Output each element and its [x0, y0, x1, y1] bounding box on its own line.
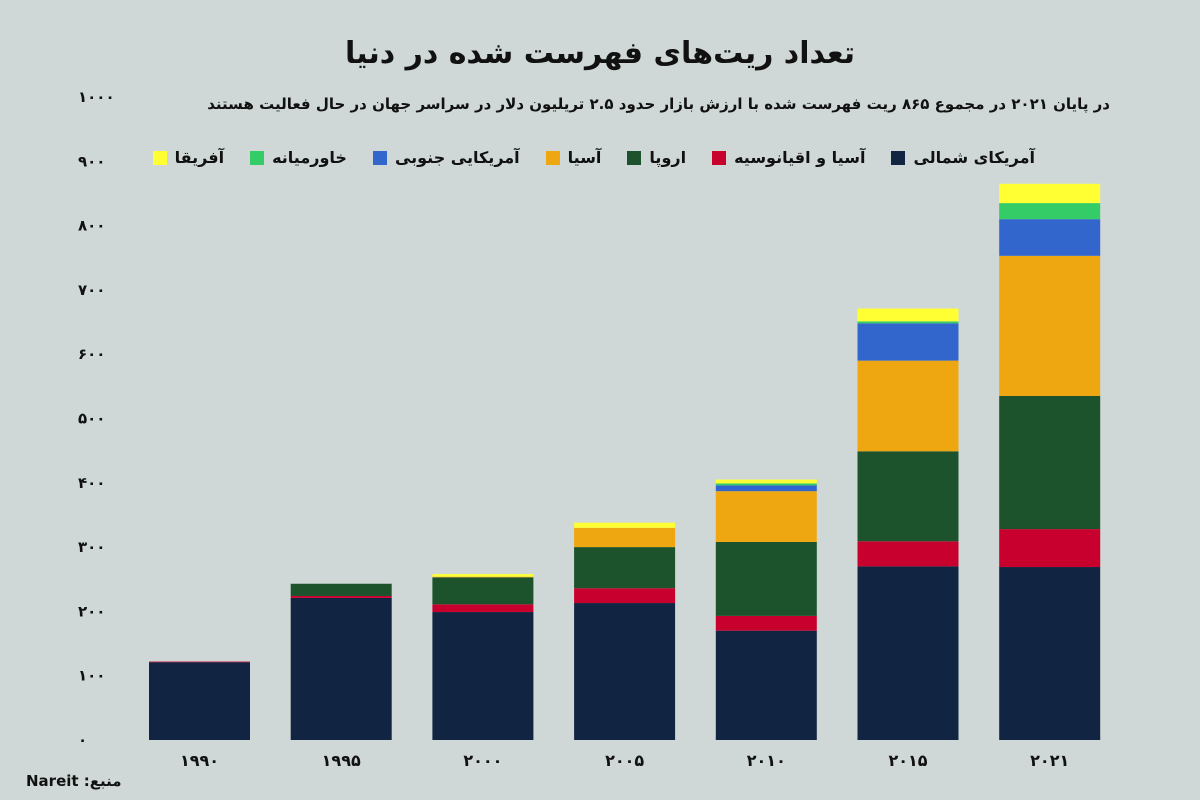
bar-segment: [290, 595, 392, 598]
legend-swatch: [891, 150, 906, 165]
bar-segment: [999, 183, 1101, 204]
source-note: منبع: Nareit: [26, 772, 122, 790]
legend-label: اروپا: [649, 148, 687, 167]
legend-label: خاورمیانه: [272, 148, 347, 167]
legend-label: آمریکای شمالی: [913, 148, 1035, 167]
legend-swatch: [250, 150, 265, 165]
legend-item: اروپا: [627, 148, 686, 167]
bar-segment: [857, 451, 959, 542]
bar-segment: [715, 485, 817, 492]
legend-swatch: [152, 150, 167, 165]
legend-swatch: [627, 150, 642, 165]
legend-item: خاورمیانه: [250, 148, 347, 167]
bar-segment: [857, 360, 959, 452]
legend-item: آسیا: [545, 148, 602, 167]
bar-segment: [574, 588, 676, 604]
x-tick-label: ۲۰۰۵: [605, 751, 644, 770]
bar-segment: [715, 483, 817, 486]
bar-segment: [290, 597, 392, 740]
y-tick-label: ۶۰۰: [78, 345, 105, 363]
legend-swatch: [712, 150, 727, 165]
y-tick-label: ۸۰۰: [78, 217, 105, 235]
bar-segment: [857, 566, 959, 740]
bar-segment: [999, 567, 1101, 740]
legend-swatch: [545, 150, 560, 165]
y-tick-label: ۹۰۰: [78, 152, 105, 170]
bar-segment: [574, 522, 676, 528]
y-tick-label: ۲۰۰: [78, 602, 105, 620]
y-tick-label: ۳۰۰: [78, 538, 105, 556]
bar-segment: [999, 529, 1101, 568]
bar-segment: [149, 662, 250, 740]
bar-segment: [432, 577, 534, 605]
bar-segment: [715, 615, 817, 631]
bar-segment: [715, 491, 817, 542]
x-tick-label: ۲۰۱۵: [888, 751, 927, 770]
bar-segment: [999, 219, 1101, 256]
x-tick-label: ۱۹۹۰: [180, 751, 219, 770]
bar-segment: [432, 574, 534, 577]
bar-segment: [999, 395, 1101, 530]
y-tick-label: ۴۰۰: [78, 474, 105, 492]
bar-segment: [857, 323, 959, 361]
legend-item: آسیا و اقیانوسیه: [712, 148, 865, 167]
bar-segment: [715, 479, 817, 484]
legend-item: آفریقا: [152, 148, 225, 167]
bar-segment: [857, 321, 959, 324]
x-tick-label: ۲۰۱۰: [747, 751, 786, 770]
bar-segment: [432, 604, 534, 613]
legend-item: آمریکای شمالی: [891, 148, 1035, 167]
legend-label: آسیا: [567, 148, 602, 167]
y-tick-label: ۱۰۰: [78, 667, 105, 685]
bar-segment: [290, 583, 392, 596]
legend-label: آسیا و اقیانوسیه: [734, 148, 866, 167]
bar-segment: [999, 203, 1101, 220]
y-tick-label: ۱۰۰۰: [78, 88, 115, 106]
y-tick-label: ۰: [78, 731, 87, 749]
bar-segment: [574, 603, 676, 740]
bar-segment: [857, 308, 959, 322]
chart-title: تعداد ریت‌های فهرست شده در دنیا: [344, 36, 856, 71]
bar-segment: [432, 612, 534, 740]
chart-subtitle: در پایان ۲۰۲۱ در مجموع ۸۶۵ ریت فهرست شده…: [207, 95, 1110, 113]
x-tick-label: ۲۰۲۱: [1030, 751, 1069, 770]
bar-segment: [574, 527, 676, 548]
legend-item: آمریکایی جنوبی: [372, 148, 520, 167]
x-tick-label: ۱۹۹۵: [322, 751, 361, 770]
legend-swatch: [372, 150, 387, 165]
bar-segment: [432, 576, 534, 578]
legend-label: آمریکایی جنوبی: [394, 148, 520, 167]
bar-segment: [149, 661, 250, 663]
y-tick-label: ۷۰۰: [78, 281, 105, 299]
bar-segment: [715, 630, 817, 740]
x-tick-label: ۲۰۰۰: [463, 751, 502, 770]
legend-label: آفریقا: [174, 148, 225, 167]
bar-segment: [857, 541, 959, 567]
y-tick-label: ۵۰۰: [78, 410, 105, 428]
bar-segment: [999, 255, 1101, 396]
bar-segment: [715, 541, 817, 616]
bar-segment: [574, 547, 676, 589]
legend: آمریکای شمالی آسیا و اقیانوسیه اروپا آسیا آم…: [152, 148, 1035, 167]
